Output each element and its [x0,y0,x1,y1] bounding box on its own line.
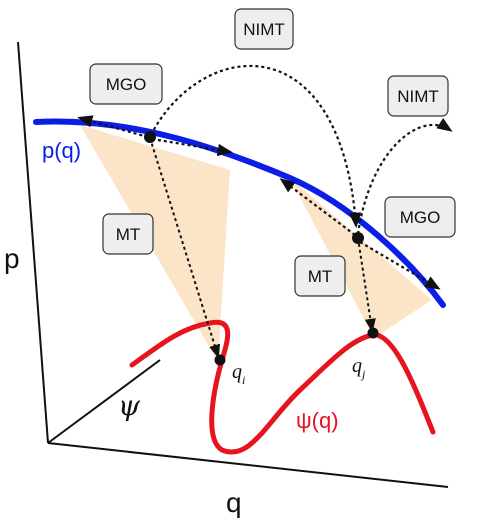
box-nimt-top-label: NIMT [243,20,285,39]
box-mgo-right-label: MGO [400,208,441,227]
box-mt-left: MT [102,213,154,255]
point-qj [367,327,379,339]
box-mgo-left-label: MGO [106,75,147,94]
p-curve [33,118,446,308]
box-nimt-right-label: NIMT [397,87,439,106]
box-mgo-right: MGO [384,196,456,238]
q-axis [47,442,449,488]
box-nimt-right: NIMT [387,75,449,117]
p-axis [17,41,49,444]
box-mt-right-label: MT [308,267,333,286]
qi-label: qi [232,361,245,387]
point-p-right [352,232,364,244]
mgo-arrow-left-fwd [151,137,234,157]
psi-axis-label: ψ [118,389,141,422]
psi-curve-label: ψ(q) [296,408,339,433]
mt-projection-left [149,137,221,359]
box-nimt-top: NIMT [234,8,294,50]
box-mt-right: MT [294,255,346,297]
psi-axis [47,359,161,444]
p-axis-label: p [4,243,20,274]
box-mt-left-label: MT [116,225,141,244]
box-mgo-left: MGO [89,63,163,105]
projection-cone-left [80,125,230,362]
nimt-arc-top [150,64,362,229]
qj-label: qj [352,355,366,381]
p-curve-label: p(q) [42,138,81,163]
psi-curve [129,319,436,455]
point-p-left [144,131,156,143]
q-axis-label: q [226,487,242,518]
point-qi [214,354,226,366]
